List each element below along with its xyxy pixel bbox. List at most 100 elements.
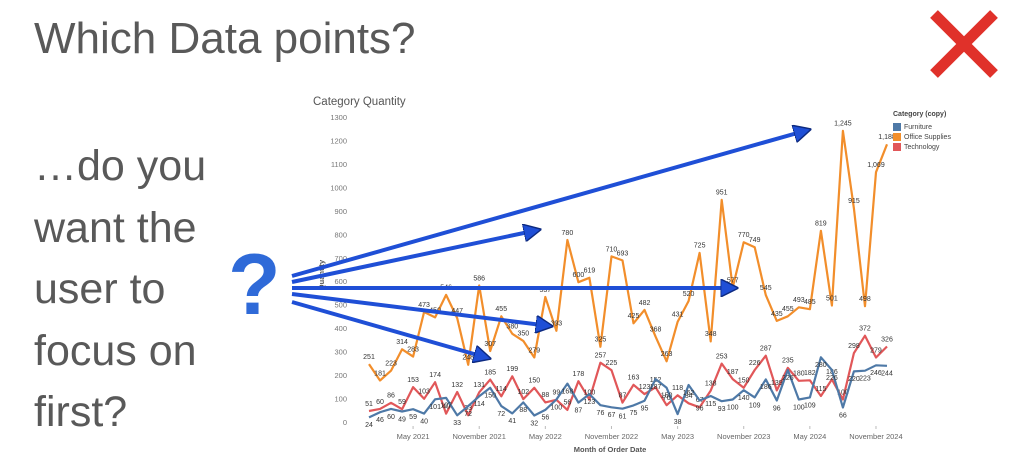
- data-label: 287: [760, 346, 772, 353]
- y-tick-label: 600: [334, 277, 347, 286]
- data-label: 253: [716, 353, 728, 360]
- data-label: 174: [429, 372, 441, 379]
- legend-title: Category (copy): [893, 111, 946, 118]
- data-label: 248: [462, 355, 474, 362]
- data-label: 109: [804, 402, 816, 409]
- data-label: 1,245: [834, 121, 852, 128]
- data-label: 87: [575, 407, 583, 414]
- data-label: 180: [793, 371, 805, 378]
- data-label: 40: [442, 403, 450, 410]
- y-tick-label: 200: [334, 371, 347, 380]
- data-label: 178: [573, 371, 585, 378]
- body-line: want the: [34, 203, 197, 252]
- data-label: 187: [650, 384, 662, 391]
- y-tick-label: 800: [334, 230, 347, 239]
- y-tick-label: 1300: [330, 113, 347, 122]
- data-label: 115: [815, 386, 826, 393]
- legend-label: Technology: [904, 144, 940, 151]
- data-label: 223: [859, 376, 871, 383]
- data-label: 61: [619, 414, 627, 421]
- data-label: 725: [694, 243, 706, 250]
- slide-title: Which Data points?: [34, 14, 416, 63]
- data-label: 350: [517, 331, 529, 338]
- data-label: 280: [815, 362, 827, 369]
- body-line: focus on: [34, 326, 197, 375]
- data-label: 710: [606, 246, 618, 253]
- data-label: 56: [563, 400, 571, 407]
- data-label: 257: [595, 353, 607, 360]
- data-label: 109: [749, 402, 761, 409]
- data-label: 325: [595, 337, 607, 344]
- series-line: [368, 334, 888, 417]
- y-tick-label: 1200: [330, 136, 347, 145]
- x-tick-label: November 2021: [453, 432, 506, 441]
- data-label: 586: [473, 275, 485, 282]
- data-label: 780: [562, 230, 574, 237]
- data-label: 123: [584, 399, 596, 406]
- data-label: 150: [484, 393, 496, 400]
- data-label: 185: [484, 369, 496, 376]
- data-label: 455: [782, 306, 794, 313]
- data-label: 60: [376, 399, 384, 406]
- x-tick-label: November 2022: [585, 432, 638, 441]
- data-label: 348: [705, 331, 717, 338]
- data-label: 115: [705, 401, 716, 408]
- data-label: 132: [451, 382, 463, 389]
- data-label: 314: [396, 339, 408, 346]
- data-label: 537: [539, 287, 551, 294]
- data-label: 114: [496, 386, 507, 393]
- data-label: 100: [793, 404, 805, 411]
- data-label: 501: [826, 295, 838, 302]
- data-label: 60: [387, 414, 395, 421]
- legend-swatch: [893, 133, 901, 141]
- data-label: 67: [608, 412, 616, 419]
- data-label: 435: [771, 311, 783, 318]
- data-label: 372: [859, 326, 871, 333]
- data-label: 40: [420, 418, 428, 425]
- data-label: 431: [672, 312, 684, 319]
- data-label: 38: [674, 419, 682, 426]
- data-label: 95: [641, 406, 649, 413]
- data-label: 87: [619, 392, 627, 399]
- data-label: 225: [606, 360, 618, 367]
- data-label: 819: [815, 221, 827, 228]
- data-label: 1,188: [878, 134, 896, 141]
- data-label: 380: [506, 324, 518, 331]
- y-tick-label: 500: [334, 301, 347, 310]
- data-label: 72: [497, 411, 505, 418]
- data-label: 187: [727, 369, 739, 376]
- data-label: 368: [650, 327, 662, 334]
- data-label: 162: [683, 390, 695, 397]
- data-label: 283: [407, 346, 419, 353]
- data-label: 235: [782, 358, 794, 365]
- data-label: 24: [365, 422, 373, 429]
- data-label: 46: [376, 417, 384, 424]
- question-mark: ?: [228, 237, 281, 333]
- y-axis-title: Quantity: [317, 259, 326, 290]
- data-label: 56: [541, 415, 549, 422]
- data-label: 455: [495, 306, 507, 313]
- data-label: 326: [881, 336, 893, 343]
- data-label: 76: [663, 395, 671, 402]
- data-label: 100: [584, 389, 596, 396]
- data-label: 182: [804, 370, 816, 377]
- data-label: 123: [639, 384, 651, 391]
- data-label: 577: [727, 277, 739, 284]
- data-label: 150: [528, 378, 540, 385]
- data-label: 226: [782, 375, 794, 382]
- x-tick-label: May 2021: [397, 432, 430, 441]
- slide-body: …do you want the user to focus on first?: [34, 136, 206, 444]
- data-label: 223: [385, 361, 397, 368]
- data-label: 33: [453, 420, 461, 427]
- data-label: 951: [716, 190, 728, 197]
- data-label: 66: [839, 412, 847, 419]
- data-label: 450: [429, 307, 441, 314]
- data-label: 150: [738, 378, 750, 385]
- data-label: 138: [705, 380, 717, 387]
- data-label: 102: [517, 389, 529, 396]
- data-label: 131: [473, 382, 485, 389]
- data-label: 86: [387, 393, 395, 400]
- data-label: 96: [773, 405, 781, 412]
